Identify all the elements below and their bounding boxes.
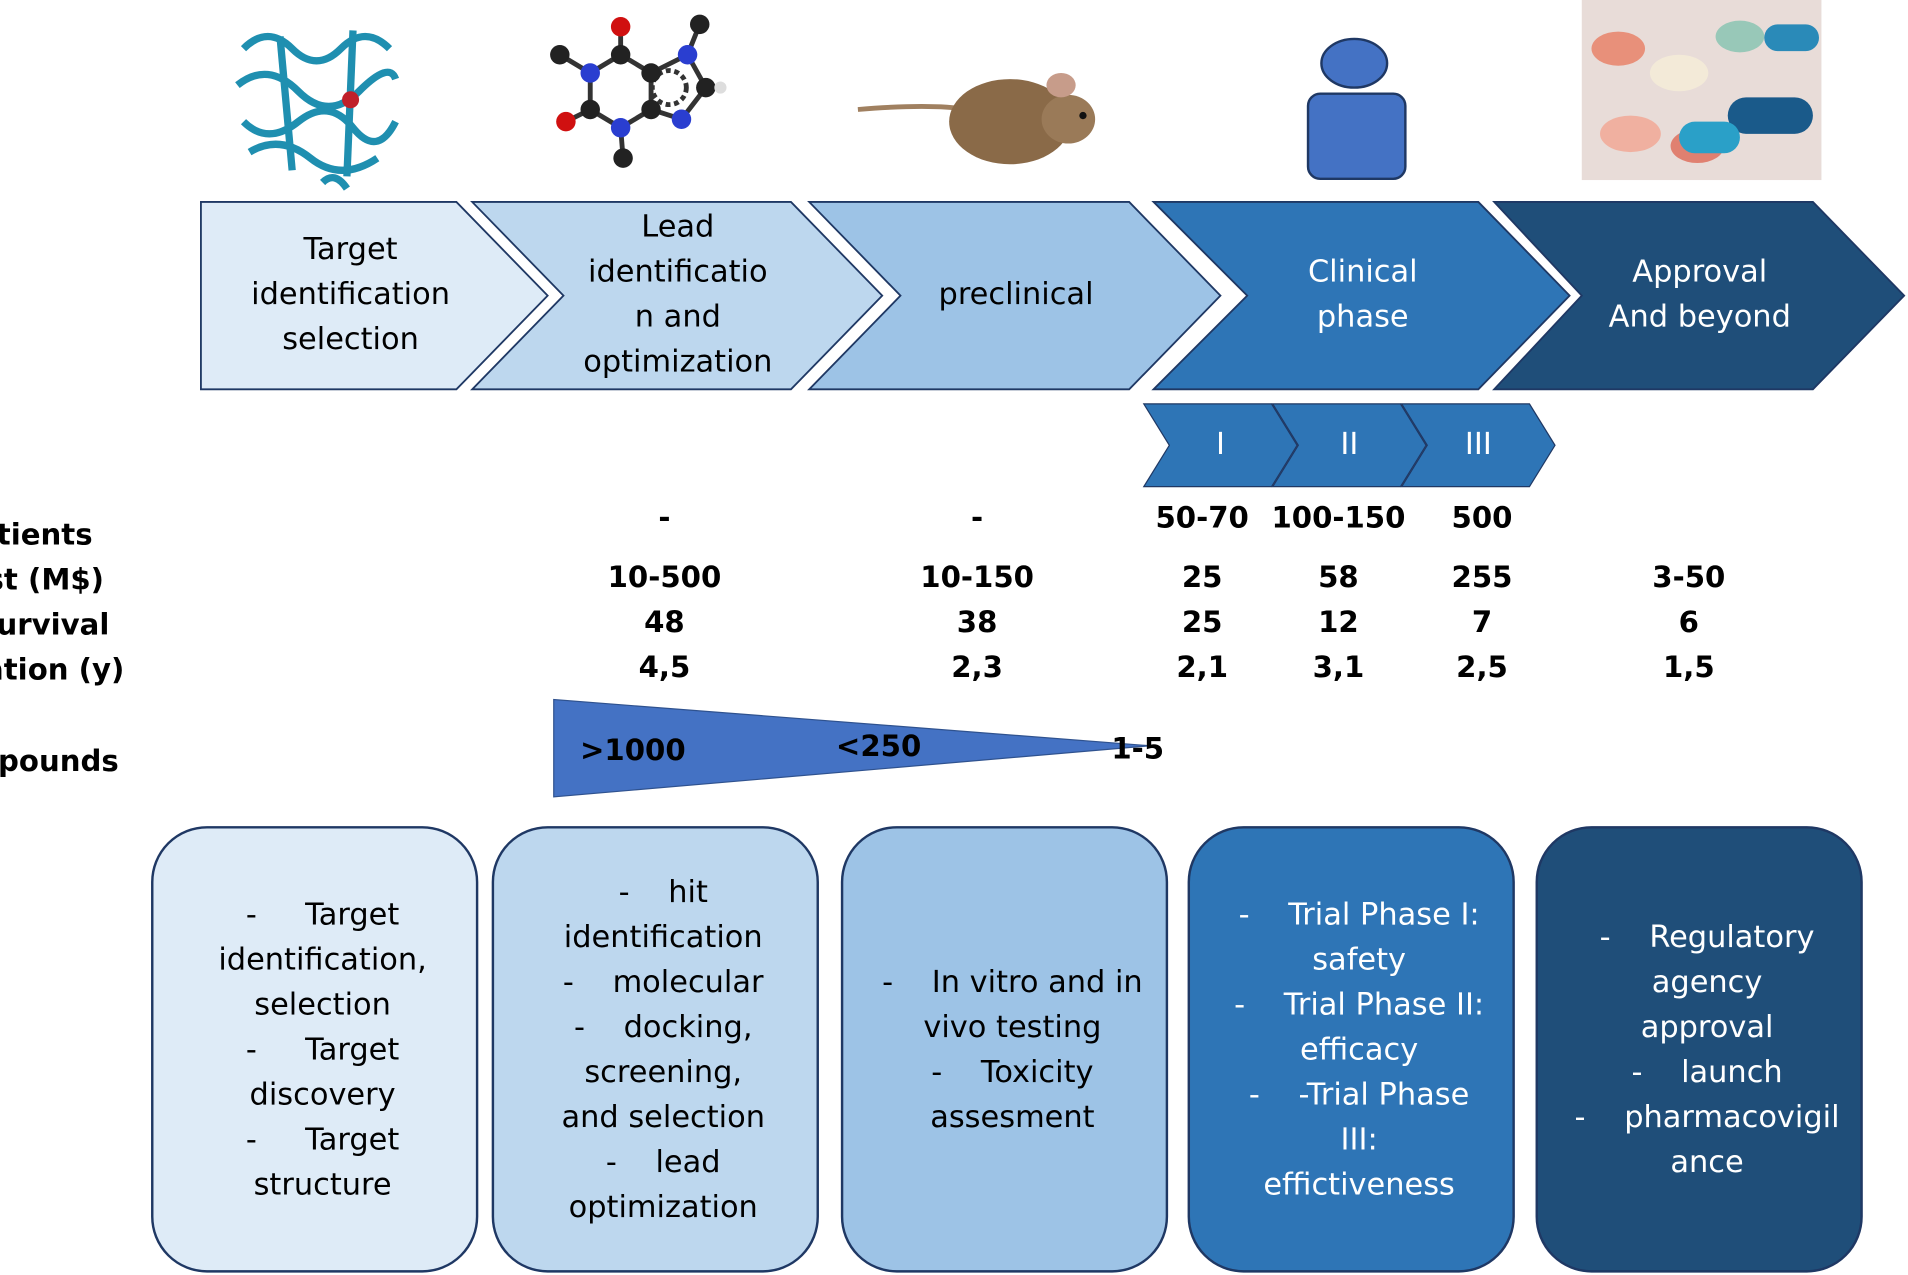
description-line: ance	[1670, 1145, 1743, 1180]
description-line: screening,	[584, 1055, 742, 1090]
phase-label: III	[1465, 427, 1492, 462]
description-line: - Regulatory	[1600, 920, 1815, 955]
description-box	[1187, 826, 1515, 1273]
compounds-value: >1000	[580, 733, 686, 767]
metric-value: 50-70	[1156, 500, 1249, 534]
description-line: - pharmacovigil	[1575, 1100, 1840, 1135]
stage-label: selection	[282, 322, 419, 357]
stage-label: optimization	[583, 345, 772, 380]
compounds-funnel	[553, 698, 1150, 798]
description-line: identification,	[218, 943, 427, 978]
description-line: - Target	[246, 898, 399, 933]
description-line: - -Trial Phase	[1249, 1078, 1469, 1113]
description-line: effictiveness	[1263, 1168, 1455, 1203]
stage-label: identification	[251, 277, 450, 312]
molecule-icon	[550, 14, 727, 168]
description-line: - hit	[619, 875, 708, 910]
description-line: structure	[254, 1168, 392, 1203]
metric-value: 6	[1679, 605, 1699, 639]
phase-label: I	[1216, 427, 1225, 462]
metric-value: 10-500	[608, 560, 722, 594]
metric-value: 10-150	[920, 560, 1034, 594]
metric-value: 2,1	[1176, 650, 1228, 684]
stage-arrow	[1151, 201, 1571, 391]
stage-label: phase	[1317, 300, 1409, 335]
description-line: identification	[564, 920, 763, 955]
stage-label: And beyond	[1609, 300, 1791, 335]
phase-label: II	[1340, 427, 1358, 462]
metric-value: 4,5	[639, 650, 691, 684]
description-box	[1535, 826, 1863, 1273]
metric-value: 7	[1472, 605, 1492, 639]
description-line: optimization	[569, 1190, 758, 1225]
row-label: % survival	[0, 608, 109, 642]
stage-label: n and	[635, 300, 721, 335]
protein-icon	[235, 30, 400, 191]
metric-value: 12	[1318, 605, 1359, 639]
metric-value: 48	[644, 605, 685, 639]
description-line: discovery	[250, 1078, 396, 1113]
description-line: approval	[1641, 1010, 1774, 1045]
description-line: - Target	[246, 1033, 399, 1068]
stage-label: Approval	[1632, 255, 1767, 290]
description-box	[151, 826, 479, 1273]
description-line: - molecular	[563, 965, 764, 1000]
metric-value: 38	[957, 605, 998, 639]
description-line: - Trial Phase I:	[1239, 898, 1480, 933]
metric-value: -	[658, 500, 670, 534]
phase-arrow	[1142, 403, 1298, 488]
row-label: Cost (M$)	[0, 563, 104, 597]
compounds-value: <250	[836, 729, 921, 763]
description-line: - In vitro and in	[882, 965, 1143, 1000]
compounds-label: compounds	[0, 744, 119, 778]
description-line: assesment	[930, 1100, 1094, 1135]
metric-value: 25	[1182, 560, 1223, 594]
stage-label: Clinical	[1308, 255, 1418, 290]
metric-value: 3,1	[1313, 650, 1365, 684]
person-icon	[1306, 37, 1407, 181]
description-line: - lead	[606, 1145, 721, 1180]
compounds-value: 1-5	[1111, 732, 1164, 766]
description-line: - Trial Phase II:	[1234, 988, 1484, 1023]
metric-value: 25	[1182, 605, 1223, 639]
metric-value: 2,3	[951, 650, 1003, 684]
description-line: vivo testing	[923, 1010, 1101, 1045]
description-line: efficacy	[1300, 1033, 1418, 1068]
description-line: agency	[1652, 965, 1763, 1000]
stage-label: preclinical	[939, 277, 1094, 312]
description-line: III:	[1341, 1123, 1378, 1158]
stage-label: Target	[303, 232, 398, 267]
metric-value: -	[971, 500, 983, 534]
metric-value: 1,5	[1663, 650, 1715, 684]
stage-arrow	[807, 201, 1222, 391]
pills-icon	[1581, 0, 1822, 181]
description-line: - Target	[246, 1123, 399, 1158]
row-label: Patients	[0, 518, 93, 552]
metric-value: 500	[1452, 500, 1513, 534]
metric-value: 3-50	[1652, 560, 1725, 594]
description-line: - Toxicity	[931, 1055, 1093, 1090]
stage-label: Lead	[641, 210, 714, 245]
stage-arrow	[1492, 201, 1906, 391]
row-label: Duration (y)	[0, 653, 124, 687]
description-line: selection	[254, 988, 391, 1023]
stage-label: identificatio	[588, 255, 768, 290]
metric-value: 2,5	[1456, 650, 1508, 684]
mouse-icon	[857, 72, 1096, 165]
metric-value: 100-150	[1271, 500, 1405, 534]
phase-arrow	[1400, 403, 1556, 488]
description-line: - launch	[1631, 1055, 1782, 1090]
description-line: - docking,	[574, 1010, 753, 1045]
stage-arrow	[470, 201, 884, 391]
metric-value: 58	[1318, 560, 1359, 594]
stage-arrow	[200, 201, 549, 391]
metric-value: 255	[1452, 560, 1513, 594]
description-box	[840, 826, 1169, 1273]
phase-arrow	[1271, 403, 1427, 488]
description-box	[491, 826, 819, 1273]
description-line: safety	[1312, 943, 1406, 978]
description-line: and selection	[561, 1100, 765, 1135]
